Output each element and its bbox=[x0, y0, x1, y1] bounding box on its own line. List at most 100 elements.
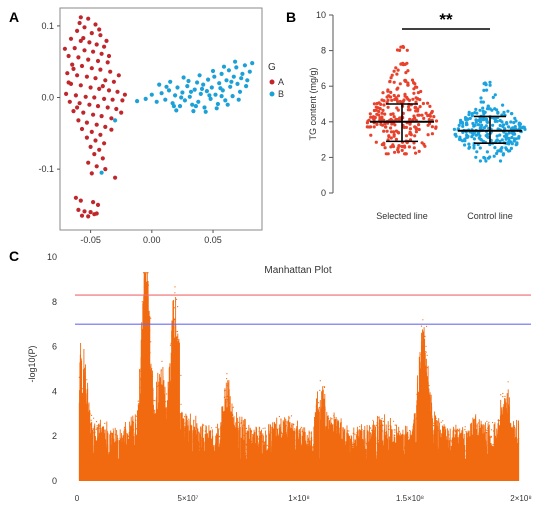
snp-point bbox=[288, 428, 290, 430]
scatter-point-b bbox=[209, 85, 214, 90]
snp-point bbox=[339, 444, 341, 447]
snp-point bbox=[394, 424, 396, 426]
swarm-point bbox=[501, 153, 505, 157]
scatter-point-a bbox=[97, 147, 102, 152]
swarm-point bbox=[377, 101, 381, 105]
scatter-point-b bbox=[149, 92, 154, 97]
snp-point bbox=[332, 432, 334, 434]
snp-point bbox=[264, 441, 266, 443]
snp-point bbox=[422, 341, 424, 343]
swarm-point bbox=[383, 146, 387, 150]
snp-point bbox=[144, 272, 146, 274]
snp-point bbox=[364, 441, 366, 443]
snp-point bbox=[507, 420, 509, 422]
snp-point bbox=[412, 426, 414, 428]
snp-point bbox=[368, 446, 370, 448]
snp-point bbox=[299, 430, 301, 432]
snp-point bbox=[360, 450, 362, 452]
snp-point bbox=[361, 443, 363, 445]
snp-point bbox=[409, 458, 411, 460]
swarm-point bbox=[403, 94, 407, 98]
snp-point bbox=[450, 439, 452, 441]
snp-point bbox=[216, 435, 218, 437]
snp-point bbox=[434, 428, 436, 430]
snp-point bbox=[413, 422, 415, 424]
snp-point bbox=[194, 432, 196, 434]
snp-point bbox=[330, 427, 332, 429]
snp-point bbox=[431, 421, 434, 423]
snp-point bbox=[165, 401, 167, 403]
snp-point bbox=[442, 427, 445, 429]
snp-point bbox=[211, 427, 213, 429]
scatter-point-b bbox=[218, 86, 223, 91]
snp-point bbox=[258, 443, 260, 445]
snp-point bbox=[348, 442, 350, 444]
scatter-point-a bbox=[88, 144, 93, 149]
snp-point bbox=[425, 366, 427, 369]
scatter-point-a bbox=[86, 57, 91, 62]
scatter-point-a bbox=[97, 86, 102, 91]
snp-point bbox=[190, 442, 192, 444]
snp-point bbox=[337, 451, 339, 453]
swarm-point bbox=[380, 111, 384, 115]
snp-point bbox=[422, 319, 424, 321]
scatter-point-b bbox=[225, 102, 230, 107]
snp-point bbox=[86, 398, 88, 400]
scatter-point-a bbox=[87, 40, 92, 45]
snp-point bbox=[108, 455, 110, 457]
swarm-point bbox=[495, 151, 499, 156]
snp-point bbox=[166, 412, 168, 414]
scatter-point-b bbox=[164, 84, 169, 89]
snp-point bbox=[430, 420, 432, 422]
snp-point bbox=[227, 423, 229, 425]
swarm-point bbox=[381, 123, 385, 127]
scatter-point-a bbox=[83, 94, 88, 99]
snp-point bbox=[121, 442, 123, 444]
snp-point bbox=[330, 428, 332, 430]
swarm-point bbox=[422, 142, 426, 146]
scatter-point-a bbox=[79, 213, 85, 218]
snp-point bbox=[174, 300, 177, 303]
snp-point bbox=[237, 442, 239, 444]
snp-point bbox=[372, 419, 374, 421]
swarm-point bbox=[465, 135, 469, 139]
snp-point bbox=[439, 431, 441, 433]
snp-point bbox=[315, 415, 317, 417]
snp-point bbox=[508, 406, 510, 408]
scatter-point-a bbox=[105, 105, 110, 110]
swarm-point bbox=[412, 146, 416, 150]
scatter-point-b bbox=[182, 98, 187, 103]
snp-point bbox=[515, 442, 517, 444]
scatter-point-b bbox=[201, 82, 206, 87]
snp-point bbox=[358, 457, 360, 460]
scatter-point-b bbox=[226, 68, 231, 73]
swarm-point bbox=[472, 146, 476, 150]
swarm-point bbox=[515, 142, 519, 146]
swarm-point bbox=[414, 126, 418, 130]
snp-point bbox=[311, 436, 313, 439]
snp-point bbox=[177, 306, 179, 308]
swarm-point bbox=[403, 152, 407, 156]
snp-point bbox=[233, 429, 235, 431]
snp-point bbox=[309, 432, 311, 434]
snp-point bbox=[404, 446, 406, 448]
swarm-point bbox=[501, 103, 505, 107]
snp-point bbox=[431, 423, 433, 425]
swarm-point bbox=[486, 104, 490, 108]
snp-point bbox=[495, 448, 497, 450]
snp-point bbox=[465, 430, 467, 433]
snp-point bbox=[193, 420, 195, 422]
legend-title: G bbox=[268, 62, 276, 73]
snp-point bbox=[184, 437, 186, 440]
snp-point bbox=[229, 412, 231, 414]
swarm-point bbox=[371, 116, 375, 121]
swarm-point bbox=[377, 109, 381, 114]
snp-point bbox=[155, 419, 157, 422]
snp-point bbox=[250, 431, 253, 433]
snp-point bbox=[349, 441, 352, 443]
snp-point bbox=[479, 434, 481, 436]
snp-point bbox=[184, 427, 186, 429]
snp-point bbox=[364, 455, 366, 457]
snp-point bbox=[385, 435, 387, 437]
snp-point bbox=[373, 431, 375, 433]
